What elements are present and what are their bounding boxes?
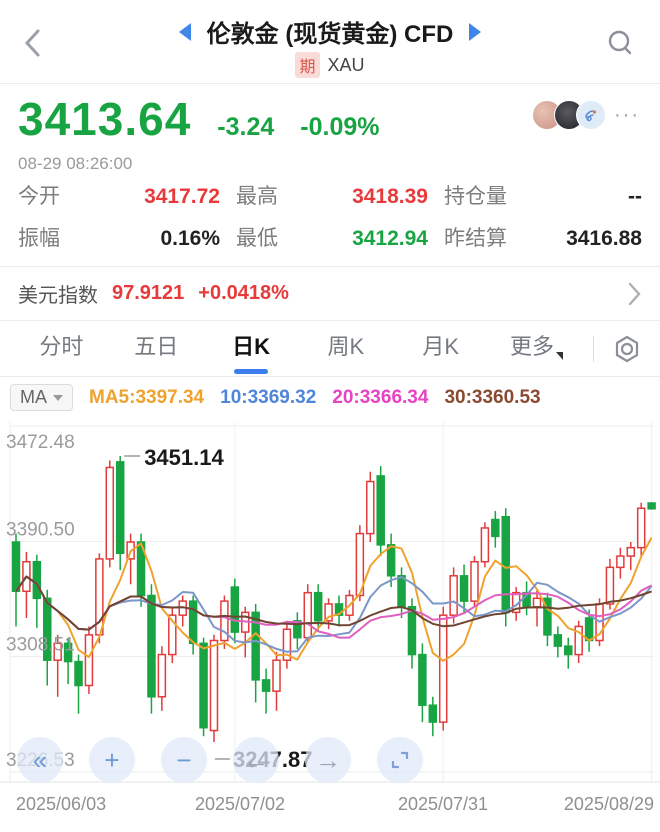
stat-high: 最高 3418.39 [236, 185, 428, 208]
chevron-left-icon [24, 29, 40, 57]
header: 伦敦金 (现货黄金) CFD 期 XAU [0, 0, 660, 84]
stat-prev-settle: 昨结算 3416.88 [444, 227, 642, 250]
chart-settings-button[interactable] [604, 334, 650, 364]
stat-open-interest: 持仓量 -- [444, 185, 642, 208]
back-button[interactable] [22, 28, 44, 63]
svg-text:2025/07/31: 2025/07/31 [398, 794, 488, 814]
svg-text:3451.14: 3451.14 [144, 445, 224, 470]
futures-badge: 期 [295, 52, 320, 78]
next-instrument-button[interactable] [469, 22, 482, 41]
ma20-value: 20:3366.34 [332, 386, 429, 408]
step-right-button[interactable]: → [305, 737, 351, 783]
stats-grid: 今开 3417.72 最高 3418.39 持仓量 -- 振幅 0.16% 最低… [0, 172, 660, 267]
ma-selector[interactable]: MA [10, 384, 73, 411]
last-price: 3413.64 [18, 93, 192, 145]
social-avatars[interactable]: ··· [532, 100, 640, 130]
divider [592, 335, 594, 362]
prev-instrument-button[interactable] [178, 22, 191, 41]
price-change: -3.24 [217, 113, 275, 141]
svg-text:2025/06/03: 2025/06/03 [16, 794, 106, 814]
tab-fenshi[interactable]: 分时 [39, 334, 84, 359]
ma5-value: MA5:3397.34 [89, 386, 205, 408]
ma-legend-row: MA MA5:3397.34 10:3369.32 20:3366.34 30:… [0, 377, 660, 414]
pan-left-button[interactable]: « [17, 737, 63, 783]
ma30-value: 30:3360.53 [444, 386, 541, 408]
tab-rik[interactable]: 日K [204, 321, 299, 376]
svg-text:3308.51: 3308.51 [6, 635, 75, 656]
zoom-in-button[interactable]: + [89, 737, 135, 783]
svg-text:3390.50: 3390.50 [6, 519, 75, 540]
svg-text:3472.48: 3472.48 [6, 432, 75, 453]
weibo-icon [576, 100, 607, 130]
chart-toolbar: « + − ← → [17, 737, 423, 783]
candlestick-chart[interactable]: 3472.483390.503308.513226.533451.143247.… [0, 414, 660, 828]
usd-index-value: 97.9121 [112, 282, 185, 304]
period-tab-bar: 分时 五日 日K 周K 月K 更多 [0, 321, 660, 377]
zoom-out-button[interactable]: − [161, 737, 207, 783]
tab-yuek[interactable]: 月K [422, 334, 460, 359]
more-actions-button[interactable]: ··· [614, 103, 640, 126]
gear-icon [615, 335, 639, 362]
fullscreen-icon [391, 751, 409, 769]
dropdown-caret-icon [53, 394, 63, 401]
fullscreen-button[interactable] [377, 737, 423, 783]
symbol-label: XAU [327, 54, 365, 75]
ma10-value: 10:3369.32 [220, 386, 317, 408]
quote-section: 3413.64 -3.24 -0.09% ··· 08-29 08:26:00 [0, 84, 660, 173]
usd-index-row[interactable]: 美元指数 97.9121 +0.0418% [0, 267, 660, 321]
stat-low: 最低 3412.94 [236, 227, 428, 250]
svg-text:2025/07/02: 2025/07/02 [195, 794, 285, 814]
dropdown-caret-icon [556, 352, 564, 360]
tab-zhouk[interactable]: 周K [327, 334, 365, 359]
search-button[interactable] [606, 28, 634, 61]
price-change-pct: -0.09% [300, 113, 380, 141]
page-title: 伦敦金 (现货黄金) CFD [206, 21, 454, 48]
tab-more[interactable]: 更多 [488, 321, 583, 376]
svg-text:2025/08/29: 2025/08/29 [564, 794, 654, 814]
tab-wuri[interactable]: 五日 [134, 334, 179, 359]
step-left-button[interactable]: ← [233, 737, 279, 783]
stat-amplitude: 振幅 0.16% [18, 227, 220, 250]
usd-index-change: +0.0418% [198, 282, 289, 304]
usd-index-label: 美元指数 [18, 285, 98, 307]
search-icon [608, 30, 632, 55]
stat-open: 今开 3417.72 [18, 185, 220, 208]
chevron-right-icon [628, 282, 641, 305]
chart-area: 3472.483390.503308.513226.533451.143247.… [0, 414, 660, 828]
quote-timestamp: 08-29 08:26:00 [18, 154, 133, 173]
